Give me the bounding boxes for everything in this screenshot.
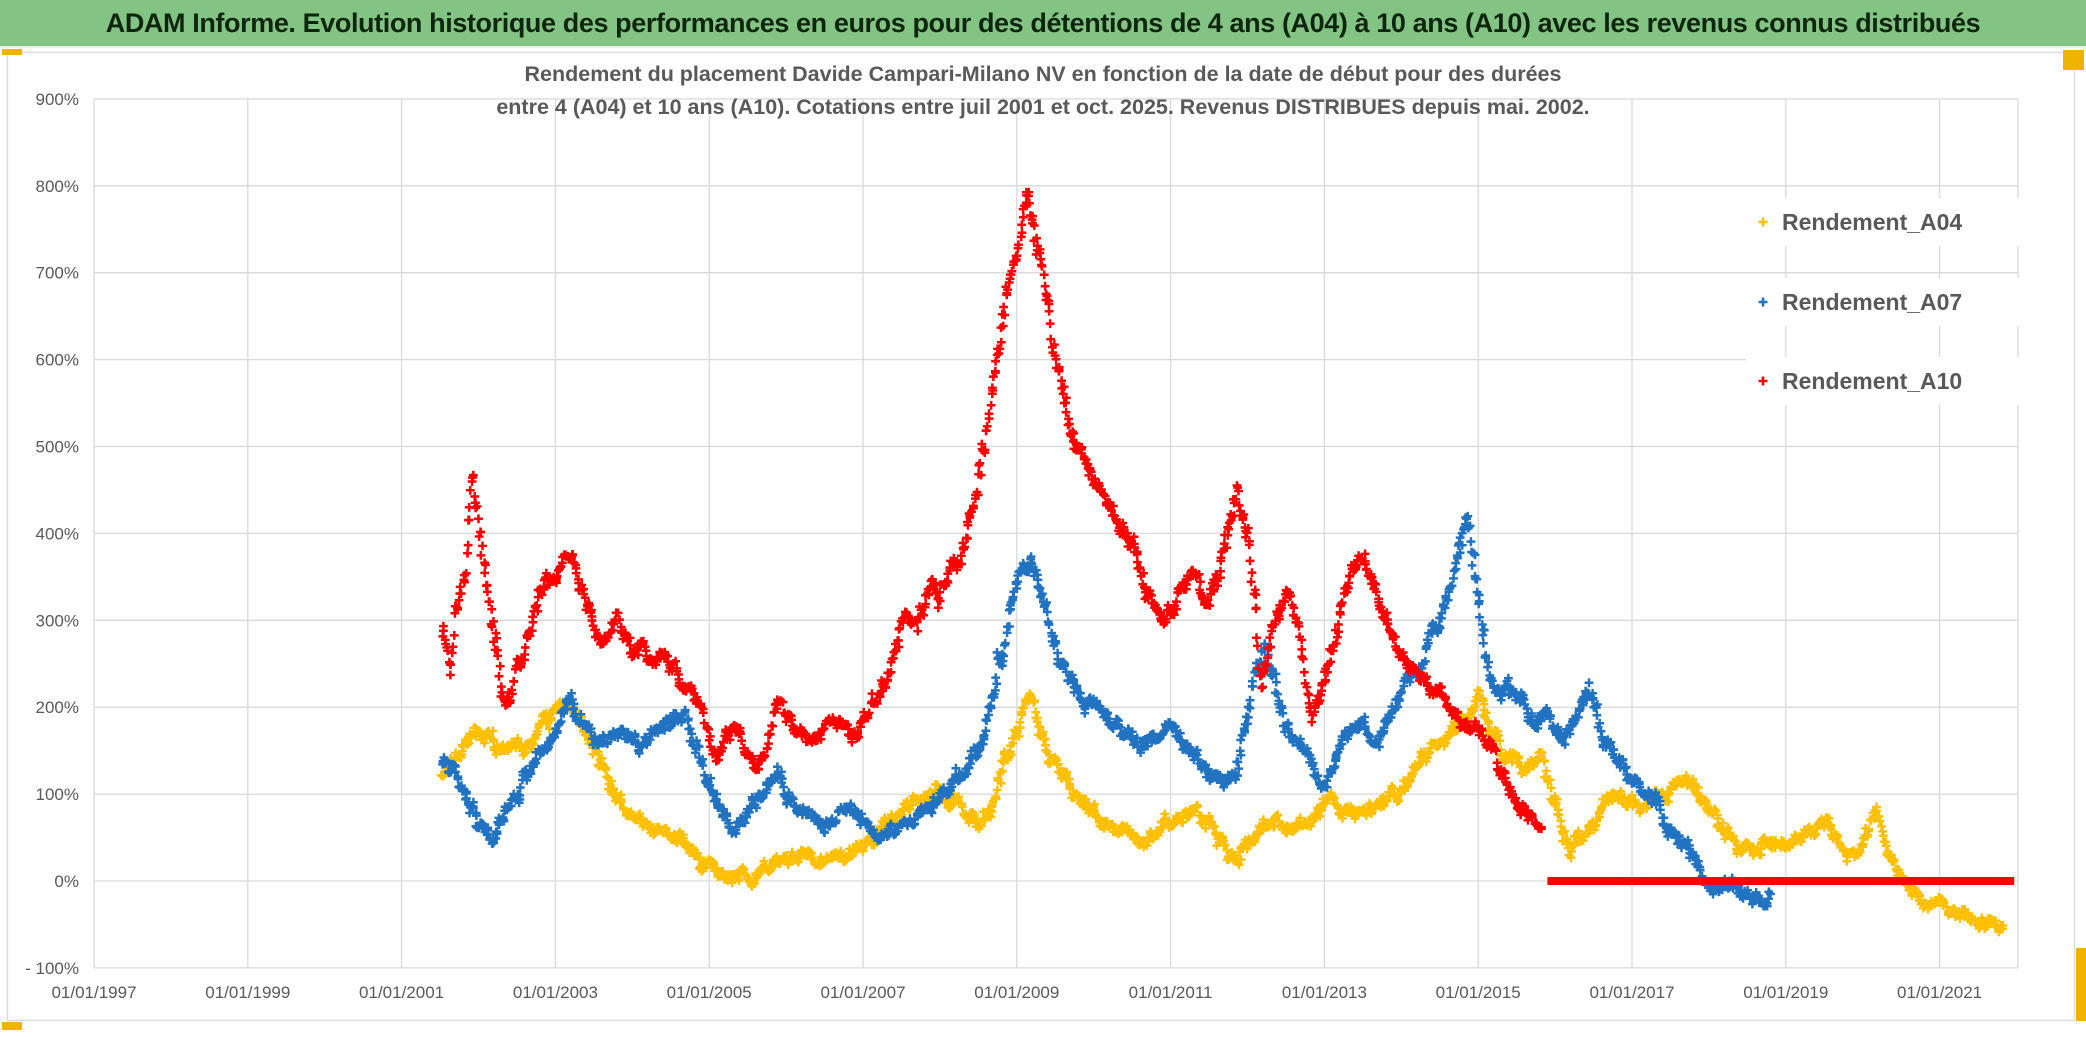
chart-title-line1: Rendement du placement Davide Campari-Mi…	[524, 62, 1562, 86]
legend-item-label: Rendement_A10	[1782, 368, 1962, 394]
chart-title-line2: entre 4 (A04) et 10 ans (A10). Cotations…	[496, 95, 1590, 119]
chart-frame	[6, 51, 2076, 1022]
y-tick-label: 800%	[36, 177, 79, 196]
series-rendement-a07	[438, 511, 1775, 911]
plus-marker-icon	[1758, 376, 1768, 386]
y-tick-label: 400%	[36, 524, 79, 543]
x-tick-label: 01/01/2015	[1436, 983, 1521, 1002]
x-tick-label: 01/01/2011	[1129, 983, 1213, 1002]
y-tick-label: 500%	[36, 438, 79, 457]
report-banner-title: ADAM Informe. Evolution historique des p…	[105, 7, 1981, 38]
legend-item-bg	[1746, 357, 2060, 405]
legend-item-label: Rendement_A04	[1782, 209, 1962, 235]
legend-item-rendement-a07: Rendement_A07	[1746, 278, 2060, 326]
plus-marker-icon	[1758, 297, 1768, 307]
series-rendement-a10	[438, 187, 1546, 834]
x-tick-label: 01/01/1999	[205, 983, 290, 1002]
y-tick-label: 900%	[36, 90, 79, 109]
y-tick-label: 200%	[36, 698, 79, 717]
legend-item-bg	[1746, 198, 2060, 246]
plus-marker-icon	[1758, 217, 1768, 227]
y-tick-label: 700%	[36, 264, 79, 283]
x-tick-label: 01/01/2009	[974, 983, 1059, 1002]
banner-divider	[0, 46, 2086, 48]
gold-accent-top-right	[2063, 50, 2084, 70]
legend-item-rendement-a10: Rendement_A10	[1746, 357, 2060, 405]
y-axis-tick-labels: 900% 800% 700% 600% 500% 400% 300% 200% 100% 0% - …	[25, 90, 79, 978]
x-tick-label: 01/01/2017	[1589, 983, 1674, 1002]
legend-item-bg	[1746, 278, 2060, 326]
y-tick-label: 300%	[36, 611, 79, 630]
x-tick-label: 01/01/2019	[1743, 983, 1828, 1002]
y-tick-label: - 100%	[25, 959, 79, 978]
report-banner: ADAM Informe. Evolution historique des p…	[0, 0, 2086, 46]
gold-accent-right-strip	[2076, 948, 2086, 1021]
x-tick-label: 01/01/2021	[1897, 983, 1982, 1002]
x-tick-label: 01/01/2001	[359, 983, 444, 1002]
legend-item-rendement-a04: Rendement_A04	[1746, 198, 2060, 246]
legend: Rendement_A04 Rendement_A07 Rendement_A10	[1746, 198, 2060, 405]
gold-accent-top-left	[2, 49, 22, 55]
x-tick-label: 01/01/2013	[1282, 983, 1367, 1002]
legend-item-label: Rendement_A07	[1782, 289, 1962, 315]
y-tick-label: 100%	[36, 785, 79, 804]
y-tick-label: 0%	[54, 872, 79, 891]
x-tick-label: 01/01/2003	[513, 983, 598, 1002]
chart-title: Rendement du placement Davide Campari-Mi…	[0, 58, 2086, 124]
y-tick-label: 600%	[36, 351, 79, 370]
x-tick-label: 01/01/2005	[667, 983, 752, 1002]
gold-accent-bottom-left	[2, 1022, 22, 1030]
x-axis-tick-labels: 01/01/1997 01/01/1999 01/01/2001 01/01/2003…	[51, 983, 1982, 1002]
x-tick-label: 01/01/1997	[51, 983, 136, 1002]
x-tick-label: 01/01/2007	[820, 983, 905, 1002]
